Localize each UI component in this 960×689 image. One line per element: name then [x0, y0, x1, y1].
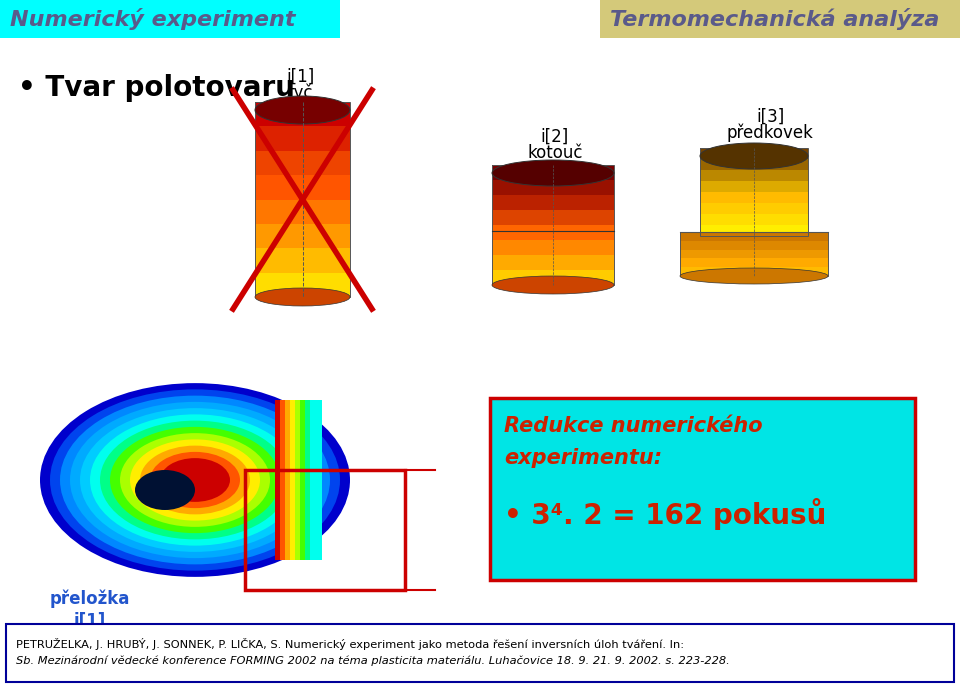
Text: Sb. Mezinárodní vědecké konference FORMING 2002 na téma plasticita materiálu. Lu: Sb. Mezinárodní vědecké konference FORMI… [16, 656, 730, 666]
Bar [492, 165, 614, 181]
Bar [700, 148, 808, 236]
Bar [255, 224, 350, 249]
Bar [680, 267, 828, 277]
Bar [492, 240, 614, 256]
Ellipse shape [40, 383, 350, 577]
Bar [700, 148, 808, 160]
Bar [0, 0, 340, 38]
Text: Numerický experiment: Numerický experiment [10, 8, 296, 30]
Ellipse shape [130, 440, 260, 521]
Text: PETRUŽELKA, J. HRUBÝ, J. SONNEK, P. LIČKA, S. Numerický experiment jako metoda ř: PETRUŽELKA, J. HRUBÝ, J. SONNEK, P. LIČK… [16, 638, 684, 650]
Bar [680, 258, 828, 268]
Bar [680, 232, 828, 276]
Bar [492, 195, 614, 211]
Text: předkovek: předkovek [727, 124, 813, 143]
Bar [255, 175, 350, 200]
Bar [490, 398, 915, 580]
Text: i[1]: i[1] [286, 68, 314, 86]
Ellipse shape [700, 143, 808, 169]
Bar [492, 270, 614, 286]
Bar [492, 255, 614, 271]
Bar [700, 181, 808, 193]
Ellipse shape [150, 452, 240, 508]
Bar [680, 240, 828, 251]
Text: i[2]: i[2] [540, 128, 569, 146]
Bar [255, 102, 350, 127]
Text: Termomechanická analýza: Termomechanická analýza [610, 8, 940, 30]
Bar [295, 400, 307, 560]
Bar [700, 192, 808, 204]
Bar [700, 170, 808, 182]
Bar [280, 400, 292, 560]
Bar [680, 232, 828, 242]
Bar [492, 210, 614, 226]
Bar [255, 126, 350, 152]
Bar [300, 400, 312, 560]
Ellipse shape [70, 402, 320, 558]
Ellipse shape [680, 268, 828, 284]
Bar [492, 180, 614, 196]
Text: • Tvar polotovaru: • Tvar polotovaru [18, 74, 295, 102]
Ellipse shape [50, 389, 340, 570]
Ellipse shape [110, 427, 280, 533]
Bar [6, 624, 954, 682]
Ellipse shape [80, 408, 310, 552]
Ellipse shape [492, 276, 614, 294]
Ellipse shape [120, 433, 270, 527]
Text: přeložka
i[1]: přeložka i[1] [50, 590, 131, 629]
Bar [310, 400, 322, 560]
Bar [700, 214, 808, 226]
Bar [275, 400, 287, 560]
Text: i[3]: i[3] [756, 108, 784, 126]
Ellipse shape [140, 446, 250, 515]
Bar [305, 400, 317, 560]
Bar [255, 248, 350, 274]
Text: experimentu:: experimentu: [504, 448, 662, 468]
Bar [680, 249, 828, 259]
Ellipse shape [60, 395, 330, 564]
Ellipse shape [160, 458, 230, 502]
Bar [290, 400, 302, 560]
Bar [245, 470, 405, 590]
Bar [492, 225, 614, 241]
Bar [255, 151, 350, 176]
Bar [285, 400, 297, 560]
Bar [255, 102, 350, 297]
Ellipse shape [135, 470, 195, 510]
Text: tyč: tyč [287, 84, 313, 103]
Bar [700, 203, 808, 215]
Bar [255, 273, 350, 298]
Bar [700, 225, 808, 237]
Ellipse shape [100, 420, 290, 539]
Bar [492, 165, 614, 285]
Bar [700, 159, 808, 171]
Ellipse shape [90, 414, 300, 546]
Text: Redukce numerického: Redukce numerického [504, 416, 762, 436]
Text: kotouč: kotouč [527, 144, 583, 162]
Text: • 3⁴. 2 = 162 pokusů: • 3⁴. 2 = 162 pokusů [504, 498, 827, 530]
Ellipse shape [492, 160, 614, 186]
Bar [600, 0, 960, 38]
Ellipse shape [255, 96, 350, 124]
Ellipse shape [255, 288, 350, 306]
Bar [255, 200, 350, 225]
